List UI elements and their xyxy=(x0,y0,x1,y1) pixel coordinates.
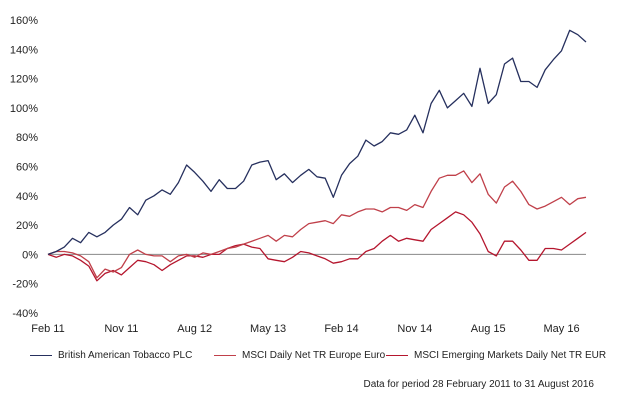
x-axis-ticks: Feb 11 Nov 11 Aug 12 May 13 Feb 14 Nov 14 Aug … xyxy=(31,323,579,335)
series-line-0 xyxy=(47,29,587,256)
y-tick-label: -20% xyxy=(12,279,38,291)
legend-swatch-em xyxy=(386,355,408,356)
legend-item-em: MSCI Emerging Markets Daily Net TR EUR xyxy=(386,350,606,361)
x-tick-label: Nov 14 xyxy=(397,323,432,335)
legend-label-bat: British American Tobacco PLC xyxy=(58,350,193,361)
y-tick-label: 60% xyxy=(16,162,38,174)
x-tick-label: Nov 11 xyxy=(104,323,138,335)
x-tick-label: Aug 15 xyxy=(471,323,506,335)
legend-label-em: MSCI Emerging Markets Daily Net TR EUR xyxy=(414,350,607,361)
series-lines xyxy=(47,29,587,282)
legend-item-bat: British American Tobacco PLC xyxy=(30,350,192,361)
series-line-2 xyxy=(47,211,587,282)
y-tick-label: 120% xyxy=(10,74,38,86)
y-tick-label: 80% xyxy=(16,132,38,144)
y-axis-ticks: -40% -20% 0% 20% 40% 60% 80% 100% 120% 140% 160% xyxy=(10,15,38,320)
y-tick-label: -40% xyxy=(12,308,38,320)
legend-swatch-bat xyxy=(30,355,52,356)
legend: British American Tobacco PLC MSCI Daily … xyxy=(0,350,632,366)
y-tick-label: 140% xyxy=(10,44,38,56)
series-line-1 xyxy=(47,170,587,279)
y-tick-label: 20% xyxy=(16,220,38,232)
legend-item-europe: MSCI Daily Net TR Europe Euro xyxy=(214,350,385,361)
line-chart: -40% -20% 0% 20% 40% 60% 80% 100% 120% 140% 160% F… xyxy=(10,15,587,335)
x-tick-label: Aug 12 xyxy=(177,323,212,335)
data-period-note: Data for period 28 February 2011 to 31 A… xyxy=(363,379,594,390)
legend-label-europe: MSCI Daily Net TR Europe Euro xyxy=(242,350,386,361)
x-tick-label: Feb 14 xyxy=(324,323,358,335)
y-tick-label: 40% xyxy=(16,191,38,203)
y-tick-label: 160% xyxy=(10,15,38,27)
x-tick-label: Feb 11 xyxy=(31,323,64,335)
y-tick-label: 100% xyxy=(10,103,38,115)
x-tick-label: May 13 xyxy=(250,323,286,335)
y-tick-label: 0% xyxy=(22,249,38,261)
legend-swatch-europe xyxy=(214,355,236,356)
x-tick-label: May 16 xyxy=(544,323,580,335)
